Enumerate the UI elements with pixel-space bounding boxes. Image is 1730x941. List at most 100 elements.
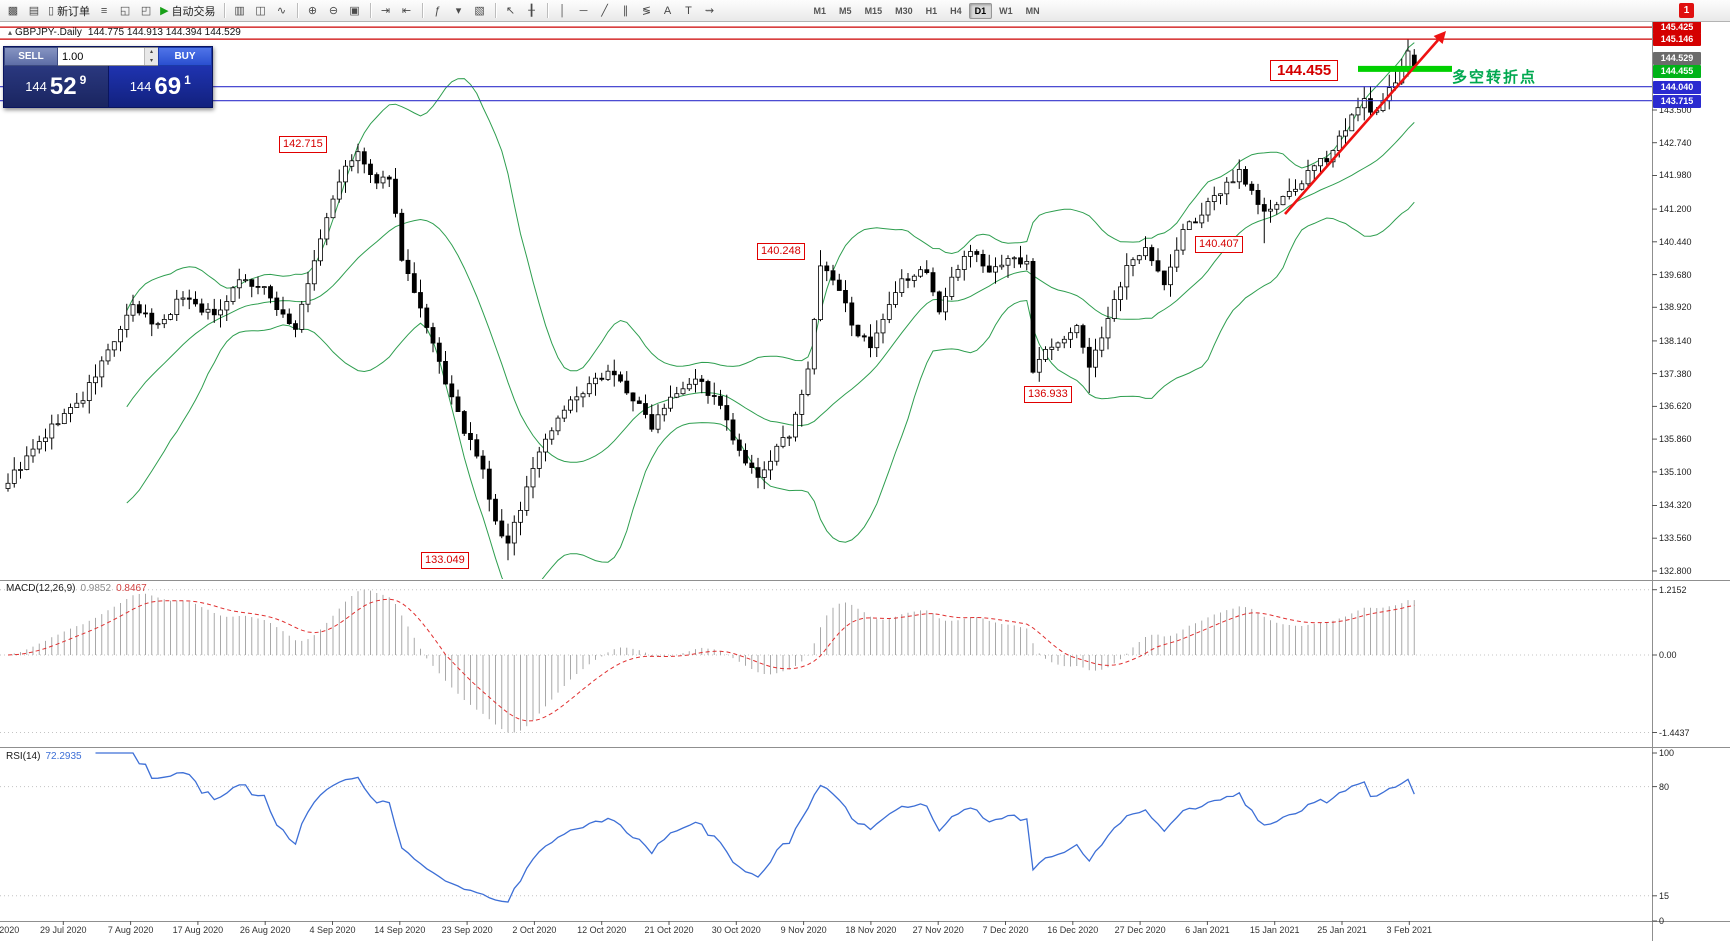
vertical-line-icon: │ (559, 4, 566, 17)
data-window-icon: ◱ (119, 4, 131, 17)
timeframe-button-H4[interactable]: H4 (944, 3, 968, 19)
buy-price-small: 144 (129, 79, 152, 94)
periods-icon: ▾ (455, 4, 462, 17)
toolbar-buttons: ▩ ▤ ▯ 新订单 ≡ ◱ ◰ ▶ 自动交易 ▥ ◫ ∿ ⊕ ⊖ ▣ ⇥ ⇤ ƒ ▾ ▧ ↖ ╂ │ ─ ╱ ∥ ≶ A T ⇝ (3, 2, 720, 20)
auto-scroll-icon: ⇥ (380, 4, 391, 17)
sell-button[interactable]: SELL (4, 47, 58, 66)
toolbar-button-candle-chart-mode[interactable]: ◫ (251, 2, 271, 20)
macd-main-value: 0.9852 (80, 583, 112, 594)
toolbar-separator (494, 3, 496, 18)
chart-shift-icon: ⇤ (401, 4, 412, 17)
market-watch-icon: ≡ (100, 4, 108, 17)
navigator-icon: ◰ (140, 4, 152, 17)
toolbar-button-text[interactable]: A (658, 2, 678, 20)
macd-name: MACD(12,26,9) (6, 583, 76, 594)
volume-field: ▴ ▾ (58, 47, 158, 66)
bar-chart-mode-icon: ▥ (234, 4, 245, 17)
toolbar-button-tile-windows[interactable]: ▣ (345, 2, 365, 20)
buy-price-big: 69 (154, 72, 182, 100)
toolbar-button-profiles[interactable]: ▤ (24, 2, 44, 20)
macd-label: MACD(12,26,9) 0.9852 0.8467 (6, 583, 147, 594)
toolbar-separator (421, 3, 423, 18)
ohlc-values: 144.775 144.913 144.394 144.529 (87, 27, 241, 38)
toolbar-button-crosshair[interactable]: ╂ (522, 2, 542, 20)
zoom-out-icon: ⊖ (328, 4, 339, 17)
timeframe-button-M30[interactable]: M30 (889, 3, 919, 19)
toolbar-button-periods[interactable]: ▾ (449, 2, 469, 20)
sell-price-button[interactable]: 144 52 9 (4, 66, 109, 107)
toolbar-button-templates[interactable]: ▧ (470, 2, 490, 20)
profiles-icon: ▤ (28, 4, 40, 17)
templates-icon: ▧ (474, 4, 485, 17)
indicators-icon: ƒ (434, 4, 441, 17)
buy-price-sup: 1 (184, 72, 191, 87)
buy-button[interactable]: BUY (158, 47, 212, 66)
toolbar-button-trendline[interactable]: ╱ (595, 2, 615, 20)
sell-price-sup: 9 (79, 72, 87, 87)
timeframe-button-D1[interactable]: D1 (968, 2, 993, 19)
toolbar-button-bar-chart-mode[interactable]: ▥ (230, 2, 250, 20)
timeframe-button-M15[interactable]: M15 (859, 3, 889, 19)
toolbar-button-zoom-in[interactable]: ⊕ (303, 2, 323, 20)
toolbar-button-vertical-line[interactable]: │ (553, 2, 573, 20)
timeframe-button-M5[interactable]: M5 (833, 3, 858, 19)
line-chart-mode-icon: ∿ (276, 4, 287, 17)
toolbar-button-cursor[interactable]: ↖ (501, 2, 521, 20)
timeframe-button-M1[interactable]: M1 (808, 3, 833, 19)
volume-input[interactable] (58, 48, 144, 65)
crosshair-icon: ╂ (528, 4, 535, 17)
sell-price-big: 52 (49, 72, 77, 100)
one-click-trading-panel: SELL ▴ ▾ BUY 144 52 9 144 69 1 (3, 46, 213, 108)
new-order-icon: ▯ (48, 4, 55, 17)
tile-windows-icon: ▣ (349, 4, 360, 17)
toolbar-button-market-watch[interactable]: ≡ (94, 2, 114, 20)
arrows-icon: ⇝ (704, 4, 715, 17)
toolbar-button-autotrading[interactable]: ▶ 自动交易 (157, 2, 218, 20)
trendline-icon: ╱ (601, 4, 608, 17)
timeframe-button-W1[interactable]: W1 (993, 3, 1019, 19)
channel-icon: ∥ (622, 4, 629, 17)
sell-price-small: 144 (25, 79, 47, 94)
new-chart-icon: ▩ (7, 4, 19, 17)
volume-increase-button[interactable]: ▴ (145, 48, 158, 57)
new-order-label: 新订单 (57, 5, 91, 18)
toolbar-button-horizontal-line[interactable]: ─ (574, 2, 594, 20)
autotrading-icon: ▶ (160, 4, 169, 17)
macd-signal-value: 0.8467 (116, 583, 147, 594)
toolbar-button-new-order[interactable]: ▯ 新订单 (45, 2, 93, 20)
toolbar: ▩ ▤ ▯ 新订单 ≡ ◱ ◰ ▶ 自动交易 ▥ ◫ ∿ ⊕ ⊖ ▣ ⇥ ⇤ ƒ ▾ ▧ ↖ ╂ │ ─ ╱ ∥ ≶ A T ⇝ M1 M5… (0, 0, 1730, 22)
candle-chart-mode-icon: ◫ (255, 4, 266, 17)
rsi-value: 72.2935 (45, 751, 82, 762)
toolbar-separator (296, 3, 298, 18)
toolbar-separator (223, 3, 225, 18)
toolbar-button-fibonacci[interactable]: ≶ (637, 2, 657, 20)
toolbar-separator (369, 3, 371, 18)
collapse-icon[interactable]: ▴ (8, 28, 13, 37)
toolbar-button-indicators[interactable]: ƒ (428, 2, 448, 20)
toolbar-button-auto-scroll[interactable]: ⇥ (376, 2, 396, 20)
volume-spinner: ▴ ▾ (144, 48, 158, 65)
timeframe-group: M1 M5 M15 M30 H1 H4 D1 W1 MN (808, 2, 1046, 19)
timeframe-button-H1[interactable]: H1 (920, 3, 944, 19)
toolbar-button-data-window[interactable]: ◱ (115, 2, 135, 20)
volume-decrease-button[interactable]: ▾ (145, 56, 158, 65)
toolbar-button-navigator[interactable]: ◰ (136, 2, 156, 20)
toolbar-button-zoom-out[interactable]: ⊖ (324, 2, 344, 20)
toolbar-button-chart-shift[interactable]: ⇤ (397, 2, 417, 20)
toolbar-separator (546, 3, 548, 18)
rsi-label: RSI(14) 72.2935 (6, 751, 82, 762)
timeframe-button-MN[interactable]: MN (1020, 3, 1046, 19)
toolbar-button-line-chart-mode[interactable]: ∿ (272, 2, 292, 20)
toolbar-button-arrows[interactable]: ⇝ (700, 2, 720, 20)
chart-header: ▴ GBPJPY-.Daily 144.775 144.913 144.394 14… (8, 27, 241, 38)
rsi-name: RSI(14) (6, 751, 41, 762)
notifications-badge[interactable]: 1 (1679, 3, 1694, 18)
fibonacci-icon: ≶ (641, 4, 652, 17)
toolbar-button-channel[interactable]: ∥ (616, 2, 636, 20)
toolbar-button-new-chart[interactable]: ▩ (3, 2, 23, 20)
toolbar-button-text-label[interactable]: T (679, 2, 699, 20)
autotrading-label: 自动交易 (171, 5, 216, 18)
symbol-period-label: GBPJPY-.Daily (15, 27, 82, 38)
buy-price-button[interactable]: 144 69 1 (108, 66, 212, 107)
